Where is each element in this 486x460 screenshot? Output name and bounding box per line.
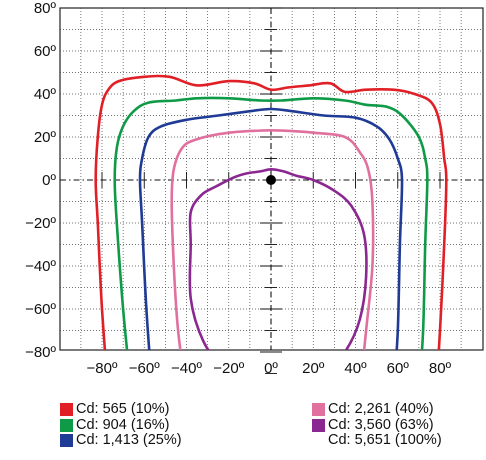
series-curve-2 <box>113 96 429 350</box>
legend-label: Cd: 904 (16%) <box>76 416 170 433</box>
y-tick-label: −60º <box>25 301 56 318</box>
legend-right-column: Cd: 2,261 (40%) Cd: 3,560 (63%) Cd: 5,651 … <box>312 401 442 449</box>
legend-swatch <box>60 434 73 448</box>
legend-label: Cd: 5,651 (100%) <box>328 432 442 448</box>
legend-item: Cd: 565 (10%) <box>60 401 182 418</box>
series-curve-1 <box>94 74 448 350</box>
legend-label: Cd: 2,261 (40%) <box>328 401 434 417</box>
legend-label: Cd: 3,560 (63%) <box>328 416 434 433</box>
y-tick-label: 40º <box>34 86 57 103</box>
x-tick-label: 20º <box>302 360 325 377</box>
x-tick-label: 40º <box>344 360 367 377</box>
legend-left-column: Cd: 565 (10%) Cd: 904 (16%) Cd: 1,413 (25%… <box>60 401 182 449</box>
legend-swatch <box>312 403 325 417</box>
legend-swatch <box>60 403 73 417</box>
x-tick-labels: −80º −60º −40º −20º 0º 20º 40º 60º 80º <box>87 360 452 377</box>
legend-swatch <box>312 418 325 432</box>
x-tick-label: −60º <box>129 360 160 377</box>
center-point <box>266 175 276 185</box>
legend-swatch <box>60 418 73 432</box>
y-tick-label: −40º <box>25 258 56 275</box>
x-tick-label: 0º <box>264 360 278 377</box>
series-curve-5 <box>188 168 368 350</box>
y-tick-label: −20º <box>25 215 56 232</box>
x-tick-label: −80º <box>87 360 118 377</box>
legend-label: Cd: 1,413 (25%) <box>76 432 182 448</box>
series-curve-3 <box>138 107 404 350</box>
series-layer <box>94 74 448 350</box>
x-tick-label: −40º <box>171 360 202 377</box>
axes <box>60 7 483 374</box>
y-tick-label: 80º <box>34 0 57 17</box>
legend-item: Cd: 904 (16%) <box>60 416 182 434</box>
legend-swatch <box>312 434 325 447</box>
legend-item: Cd: 2,261 (40%) <box>312 401 442 418</box>
x-tick-label: 60º <box>387 360 410 377</box>
legend-item: Cd: 5,651 (100%) <box>312 432 442 449</box>
y-tick-labels: 80º 60º 40º 20º 0º −20º −40º −60º −80º <box>25 0 56 361</box>
y-tick-label: 60º <box>34 43 57 60</box>
legend-item: Cd: 3,560 (63%) <box>312 416 442 434</box>
series-curve-4 <box>170 129 375 350</box>
legend-item: Cd: 1,413 (25%) <box>60 432 182 449</box>
x-tick-label: −20º <box>213 360 244 377</box>
y-tick-label: −80º <box>25 344 56 361</box>
y-tick-label: 20º <box>34 129 57 146</box>
y-tick-label: 0º <box>42 172 56 189</box>
x-tick-label: 80º <box>429 360 452 377</box>
legend-label: Cd: 565 (10%) <box>76 401 170 417</box>
